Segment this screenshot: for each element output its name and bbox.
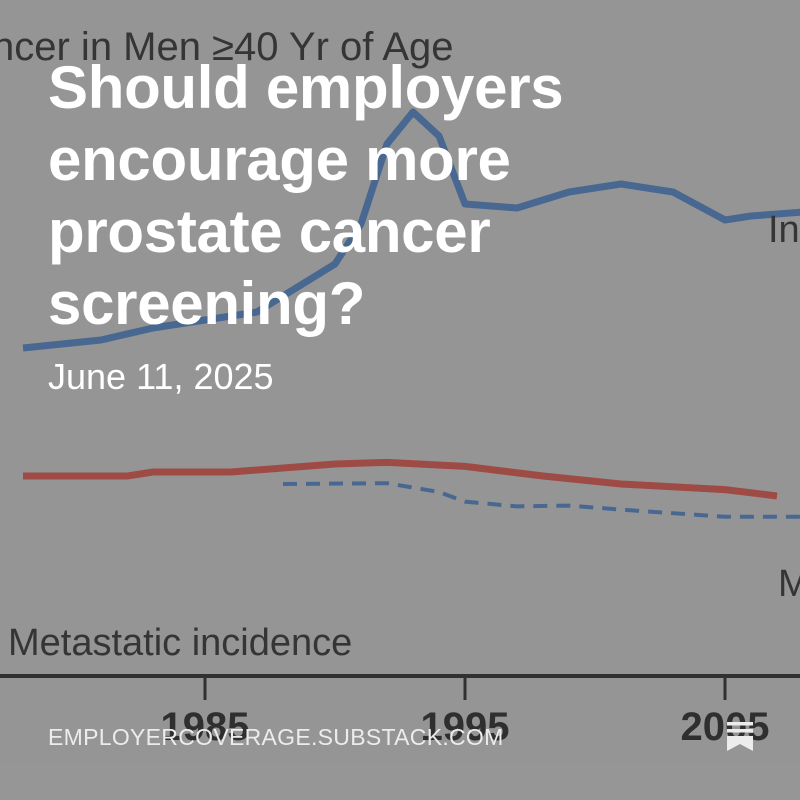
incidence-line <box>22 108 800 352</box>
x-tick-label: 1995 <box>421 705 510 749</box>
substack-bookmark-icon[interactable] <box>726 720 754 752</box>
post-title[interactable]: Should employers encourage more prostate… <box>48 54 564 337</box>
publication-domain[interactable]: EMPLOYERCOVERAGE.SUBSTACK.COM <box>48 724 504 750</box>
mortality-line <box>23 458 778 500</box>
metastatic-incidence-label: Metastatic incidence <box>8 622 352 664</box>
background-chart-title: ncer in Men ≥40 Yr of Age <box>0 25 453 69</box>
post-date: June 11, 2025 <box>48 356 274 397</box>
x-tick-label: 1985 <box>161 705 250 749</box>
mortality-label: M <box>778 563 800 605</box>
x-tick-label: 2005 <box>681 705 770 749</box>
incidence-label: In <box>768 209 800 251</box>
metastatic-incidence-line <box>282 481 800 519</box>
